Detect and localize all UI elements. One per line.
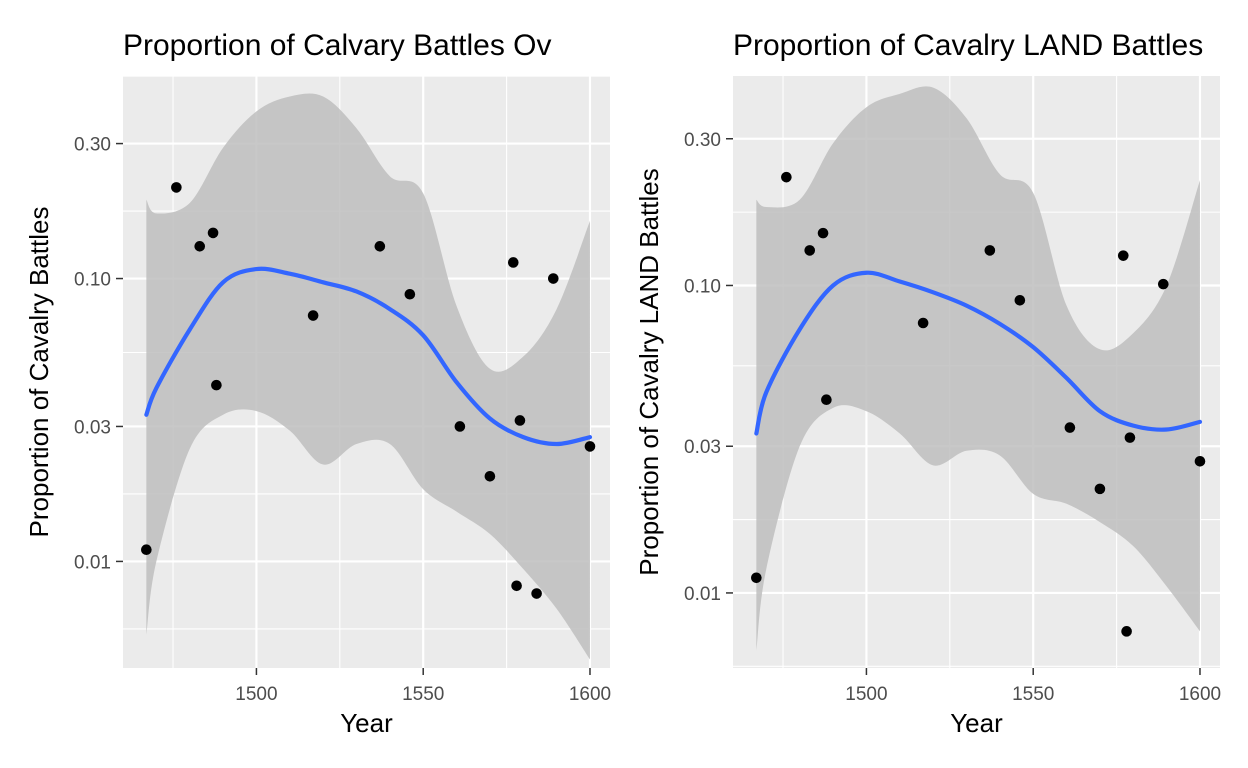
data-point: [511, 580, 522, 592]
chart-panel-2: 1500 1550 1600 0.01 0.03 0.10 0.30 Year Proporti…: [634, 29, 1221, 738]
data-point: [1121, 626, 1132, 637]
x-tick-label: 1550: [402, 684, 444, 705]
chart-title: Proportion of Cavalry LAND Battles: [733, 29, 1203, 62]
chart-title: Proportion of Calvary Battles Ov: [123, 29, 552, 62]
data-point: [817, 227, 829, 239]
data-point: [531, 588, 542, 599]
y-tick-label: 0.03: [684, 437, 721, 458]
y-tick-label: 0.30: [684, 130, 721, 151]
data-point: [584, 441, 596, 452]
y-axis-label: Proportion of Cavalry LAND Battles: [634, 168, 664, 576]
data-point: [141, 544, 152, 556]
x-tick-label: 1500: [235, 684, 277, 705]
y-tick-label: 0.30: [74, 135, 111, 156]
data-point: [917, 317, 929, 329]
y-tick-label: 0.10: [684, 276, 721, 297]
smooth-line: [144, 266, 593, 447]
y-tick-label: 0.03: [74, 417, 111, 438]
x-tick-label: 1600: [1179, 684, 1221, 705]
data-point: [1014, 294, 1026, 306]
y-tick-label: 0.01: [74, 552, 111, 573]
y-axis-label: Proportion of Cavalry Battles: [24, 207, 54, 538]
data-point: [484, 470, 496, 482]
data-point: [211, 379, 222, 391]
data-point: [1117, 250, 1129, 261]
data-point: [751, 572, 762, 584]
data-point: [514, 415, 526, 426]
data-point: [374, 241, 386, 252]
data-point: [171, 182, 182, 193]
data-point: [547, 273, 559, 284]
data-point: [821, 394, 832, 406]
confidence-ribbon: [756, 86, 1200, 651]
data-point: [507, 257, 519, 268]
data-point: [984, 245, 996, 256]
data-point: [1124, 432, 1136, 443]
smooth-line: [754, 270, 1203, 436]
data-point: [781, 171, 792, 183]
data-point: [454, 421, 466, 432]
x-tick-label: 1550: [1012, 684, 1054, 705]
data-point: [1194, 455, 1206, 467]
x-tick-label: 1500: [845, 684, 887, 705]
confidence-ribbon: [146, 93, 590, 660]
data-point: [1094, 483, 1106, 495]
data-point: [804, 245, 816, 256]
x-axis-label: Year: [340, 708, 393, 738]
chart-panel-1: 1500 1550 1600 0.01 0.03 0.10 0.30 Year Proporti…: [24, 29, 611, 738]
y-tick-label: 0.10: [74, 270, 111, 291]
data-point: [194, 241, 206, 252]
x-tick-label: 1600: [569, 684, 611, 705]
data-point: [404, 288, 416, 300]
y-tick-label: 0.01: [684, 584, 721, 605]
x-axis-label: Year: [950, 708, 1003, 738]
data-point: [1157, 278, 1169, 290]
data-point: [307, 310, 319, 321]
data-point: [207, 227, 219, 239]
data-point: [1064, 422, 1076, 433]
